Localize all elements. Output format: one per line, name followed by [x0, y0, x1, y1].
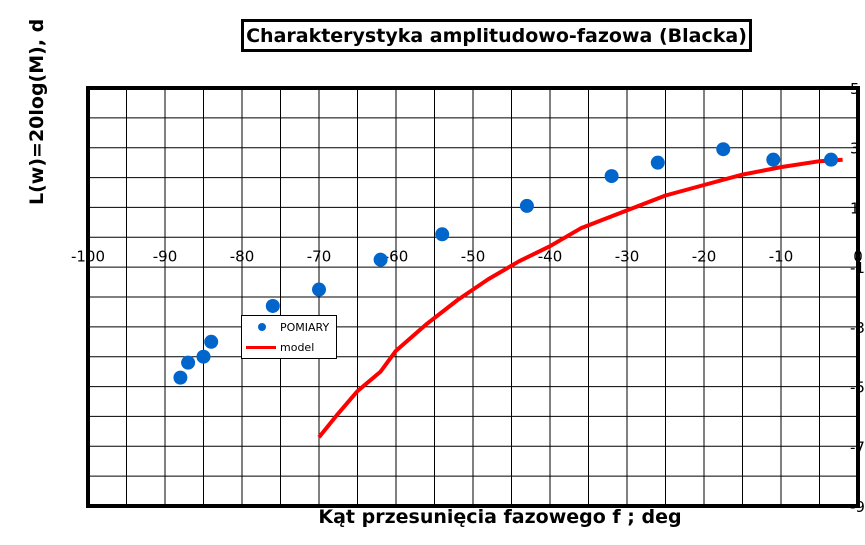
x-tick-label: -80 — [230, 247, 255, 265]
data-point — [766, 152, 781, 167]
pomiary-series — [173, 142, 839, 385]
data-point — [650, 155, 665, 170]
x-tick-label: -70 — [307, 247, 332, 265]
x-axis-ticks: -100 -90 -80 -70 -60 -50 -40 -30 -20 -10 0 — [71, 247, 863, 265]
data-point — [204, 334, 219, 349]
data-point — [824, 152, 839, 167]
legend-item-pomiary: POMIARY — [242, 319, 329, 335]
x-tick-label: -10 — [769, 247, 794, 265]
chart-title: Charakterystyka amplitudowo-fazowa (Blac… — [241, 19, 752, 52]
model-line — [317, 157, 843, 439]
data-point — [265, 298, 280, 313]
x-tick-label: -40 — [538, 247, 563, 265]
data-point — [604, 169, 619, 184]
x-tick-label: -20 — [692, 247, 717, 265]
y-tick-label: 1 — [850, 199, 860, 217]
x-tick-label: -90 — [153, 247, 178, 265]
data-point — [435, 227, 450, 242]
legend-label-model: model — [280, 340, 315, 354]
y-tick-label: 3 — [850, 140, 860, 158]
data-point — [519, 198, 534, 213]
data-point — [716, 142, 731, 157]
data-point — [181, 355, 196, 370]
legend-label-pomiary: POMIARY — [280, 320, 330, 334]
x-tick-label: -30 — [615, 247, 640, 265]
data-point — [173, 370, 188, 385]
data-point — [373, 252, 388, 267]
data-point — [196, 349, 211, 364]
data-point — [312, 282, 326, 297]
x-tick-label: -60 — [384, 247, 409, 265]
x-tick-label: -50 — [461, 247, 486, 265]
legend-item-model: model — [242, 339, 314, 355]
grid — [87, 87, 859, 507]
legend-marker-dot-icon — [258, 323, 266, 331]
legend-marker-line-icon — [246, 345, 276, 349]
model-series — [317, 157, 843, 439]
plot-frame — [86, 86, 860, 508]
legend: POMIARY model — [241, 315, 337, 359]
x-axis-label: Kąt przesunięcia fazowego f ; deg — [318, 506, 682, 528]
y-axis-label: L(w)=20log(M), d — [26, 18, 48, 205]
